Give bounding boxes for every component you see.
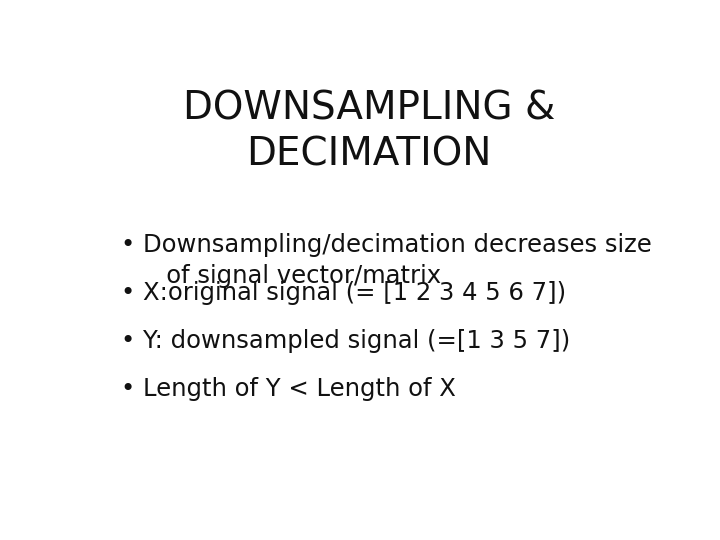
Text: DECIMATION: DECIMATION bbox=[246, 136, 492, 173]
Text: Length of Y < Length of X: Length of Y < Length of X bbox=[143, 377, 456, 401]
Text: Downsampling/decimation decreases size: Downsampling/decimation decreases size bbox=[143, 233, 652, 257]
Text: •: • bbox=[121, 233, 135, 257]
Text: X:original signal (= [1 2 3 4 5 6 7]): X:original signal (= [1 2 3 4 5 6 7]) bbox=[143, 281, 566, 305]
Text: •: • bbox=[121, 329, 135, 353]
Text: •: • bbox=[121, 281, 135, 305]
Text: Y: downsampled signal (=[1 3 5 7]): Y: downsampled signal (=[1 3 5 7]) bbox=[143, 329, 570, 353]
Text: DOWNSAMPLING &: DOWNSAMPLING & bbox=[183, 90, 555, 128]
Text: •: • bbox=[121, 377, 135, 401]
Text: of signal vector/matrix: of signal vector/matrix bbox=[143, 265, 441, 288]
